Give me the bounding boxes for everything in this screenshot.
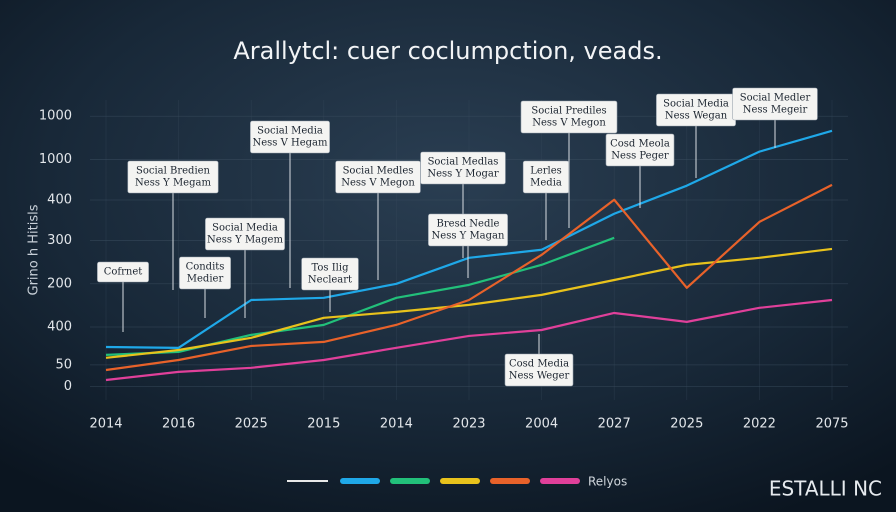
x-tick-label: 2016 [162, 417, 195, 432]
lines [105, 129, 833, 382]
annotation-text: Ness Y Magem [207, 235, 283, 246]
series-line [105, 298, 833, 382]
annotation-text: Ness V Megon [341, 178, 415, 189]
annotation-text: Social Bredien [136, 166, 211, 177]
annotation-box [504, 353, 574, 387]
annotation-text: Ness V Hegam [253, 138, 329, 149]
x-tick-label: 2014 [380, 417, 413, 432]
annotation-text: Bresd Nedle [437, 219, 500, 230]
annotation-text: Ness Wegan [665, 111, 728, 122]
annotation-text: Tos Ilig [312, 263, 350, 274]
annotation-text: Social Medler [740, 93, 811, 104]
annotation-text: Social Medles [343, 166, 414, 177]
annotation-text: Condits [186, 262, 225, 273]
annotation-text: Cosd Media [509, 359, 569, 370]
series-line [105, 129, 833, 349]
annotation-text: Lerles [530, 166, 562, 177]
annotation-box [250, 120, 330, 154]
y-tick-label: 400 [47, 320, 72, 335]
series-line [105, 247, 833, 359]
legend-swatch [340, 478, 380, 484]
x-tick-label: 2022 [743, 417, 776, 432]
annotation-box [520, 100, 618, 134]
annotation-box [428, 213, 508, 247]
grid: 0 50 400 200 300 400 1000 1000 2014 2016 2025 2015 2… [39, 100, 849, 432]
x-tick-label: 2025 [670, 417, 703, 432]
annotation-box [732, 87, 818, 121]
annotation-text: Ness Peger [611, 151, 669, 162]
annotation-box [605, 133, 675, 167]
legend-label: Relyos [588, 475, 627, 489]
series-line [105, 183, 833, 372]
annotation-text: Social Media [212, 223, 278, 234]
annotation-text: Social Media [257, 126, 323, 137]
annotation-text: Media [530, 178, 562, 189]
annotation-text: Ness Megeir [743, 105, 808, 116]
y-tick-label: 50 [55, 357, 72, 372]
y-tick-label: 400 [47, 193, 72, 208]
y-tick-label: 1000 [39, 109, 72, 124]
annotation-text: Social Medlas [428, 157, 499, 168]
y-tick-label: 1000 [39, 152, 72, 167]
annotation-text: Social Prediles [531, 106, 606, 117]
legend-swatch [390, 478, 430, 484]
legend-swatch [440, 478, 480, 484]
annotation-text: Medier [187, 274, 224, 285]
annotation-text: Ness Y Mogar [427, 169, 499, 180]
watermark: ESTALLI NC [769, 477, 882, 501]
x-tick-label: 2025 [235, 417, 268, 432]
annotation-text: Cosd Meola [610, 139, 670, 150]
x-tick-label: 2075 [815, 417, 848, 432]
legend-swatch [540, 478, 580, 484]
y-tick-label: 200 [47, 276, 72, 291]
x-tick-label: 2014 [89, 417, 122, 432]
annotation-box [179, 256, 231, 290]
annotation-text: Necleart [308, 275, 352, 286]
y-axis-label: Grino h Hitisls [27, 204, 42, 295]
annotation-text: Ness Weger [509, 371, 570, 382]
annotation-box [522, 160, 570, 194]
annotation-box [127, 160, 219, 194]
y-tick-label: 0 [64, 379, 72, 394]
legend-swatch [490, 478, 530, 484]
x-tick-label: 2027 [598, 417, 631, 432]
x-tick-label: 2015 [307, 417, 340, 432]
annotation-box [301, 257, 359, 291]
annotation-box [205, 217, 285, 251]
annotation-text: Ness Y Megam [135, 178, 211, 189]
annotation-text: Ness V Megon [532, 118, 606, 129]
annotation-text: Social Media [663, 99, 729, 110]
x-tick-label: 2004 [525, 417, 558, 432]
annotation-box [420, 151, 506, 185]
annotation-text: Ness Y Magan [432, 231, 505, 242]
annotation-box [97, 261, 149, 283]
annotation-text: Cofrnet [104, 267, 143, 278]
chart-title: Arallytcl: cuer coclumpction, veads. [233, 37, 662, 65]
y-tick-label: 300 [47, 233, 72, 248]
x-tick-label: 2023 [452, 417, 485, 432]
